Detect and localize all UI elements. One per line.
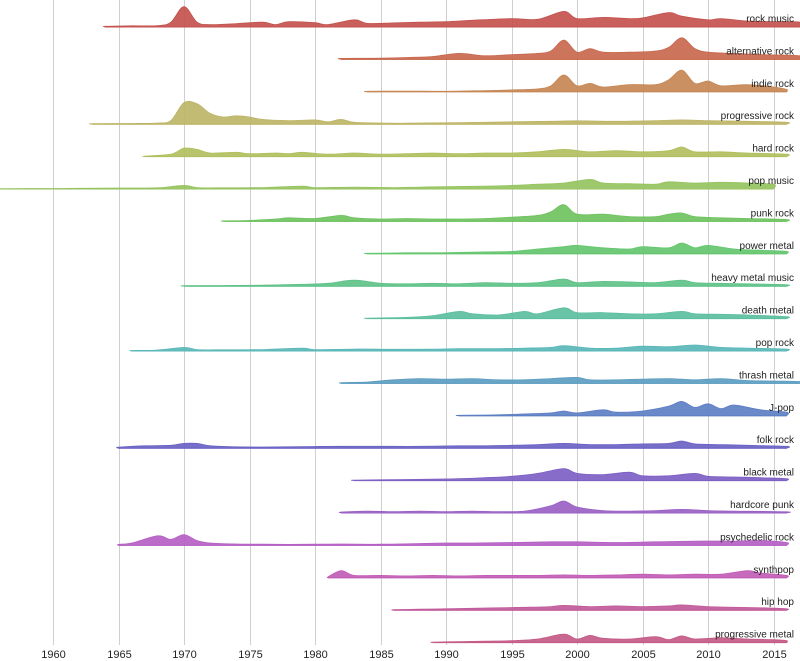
ridge-synthpop [326, 570, 789, 579]
ridges [0, 6, 800, 644]
ridge-progressive-rock [89, 100, 790, 125]
genre-label-thrash-metal: thrash metal [739, 370, 794, 381]
genre-label-pop-rock: pop rock [756, 338, 795, 349]
x-tick-label: 1965 [107, 649, 131, 661]
genre-label-pop-music: pop music [748, 176, 794, 187]
genre-label-hardcore-punk: hardcore punk [730, 500, 795, 511]
genre-label-synthpop: synthpop [753, 565, 794, 576]
ridge-hip-hop [391, 604, 789, 611]
genre-label-punk-rock: punk rock [751, 208, 795, 219]
genre-label-power-metal: power metal [740, 241, 794, 252]
ridge-power-metal [364, 242, 789, 255]
ridge-psychedelic-rock [117, 534, 789, 546]
genre-label-rock-music: rock music [746, 14, 794, 25]
ridge-indie-rock [364, 69, 788, 93]
ridge-thrash-metal [338, 376, 800, 384]
x-tick-label: 1970 [172, 649, 196, 661]
ridge-pop-rock [129, 344, 790, 352]
genre-label-black-metal: black metal [743, 468, 794, 479]
x-tick-label: 1975 [238, 649, 262, 661]
genre-label-heavy-metal-music: heavy metal music [711, 273, 794, 284]
ridge-punk-rock [220, 204, 790, 222]
x-tick-label: 1985 [369, 649, 393, 661]
x-tick-label: 2010 [696, 649, 720, 661]
ridge-folk-rock [116, 440, 790, 449]
genre-label-folk-rock: folk rock [757, 435, 795, 446]
x-tick-label: 1960 [41, 649, 65, 661]
genre-label-death-metal: death metal [742, 306, 794, 317]
ridge-progressive-metal [430, 633, 788, 643]
genre-label-alternative-rock: alternative rock [726, 46, 795, 57]
x-tick-label: 1990 [434, 649, 458, 661]
genre-label-progressive-rock: progressive rock [721, 111, 795, 122]
genre-label-indie-rock: indie rock [751, 79, 795, 90]
genre-label-j-pop: J-pop [769, 403, 794, 414]
ridge-hardcore-punk [338, 500, 791, 514]
x-axis: 1960 1965 1970 1975 1980 1985 1990 1995 2000 2005… [41, 649, 786, 661]
ridge-hard-rock [142, 146, 790, 157]
ridge-alternative-rock [337, 37, 800, 60]
ridge-pop-music [0, 178, 776, 190]
genre-label-hip-hop: hip hop [761, 597, 794, 608]
genre-label-hard-rock: hard rock [752, 144, 795, 155]
x-tick-label: 1980 [303, 649, 327, 661]
ridge-j-pop [455, 400, 789, 417]
genre-label-psychedelic-rock: psychedelic rock [720, 532, 795, 543]
x-tick-label: 1995 [500, 649, 524, 661]
ridge-black-metal [351, 468, 789, 481]
ridge-death-metal [364, 307, 790, 319]
ridge-heavy-metal-music [180, 278, 790, 287]
ridge-rock-music [103, 6, 800, 28]
x-tick-label: 2000 [565, 649, 589, 661]
genre-label-progressive-metal: progressive metal [715, 630, 794, 641]
x-tick-label: 2015 [762, 649, 786, 661]
x-tick-label: 2005 [631, 649, 655, 661]
genre-labels: rock music alternative rock indie rock prog… [711, 14, 795, 641]
